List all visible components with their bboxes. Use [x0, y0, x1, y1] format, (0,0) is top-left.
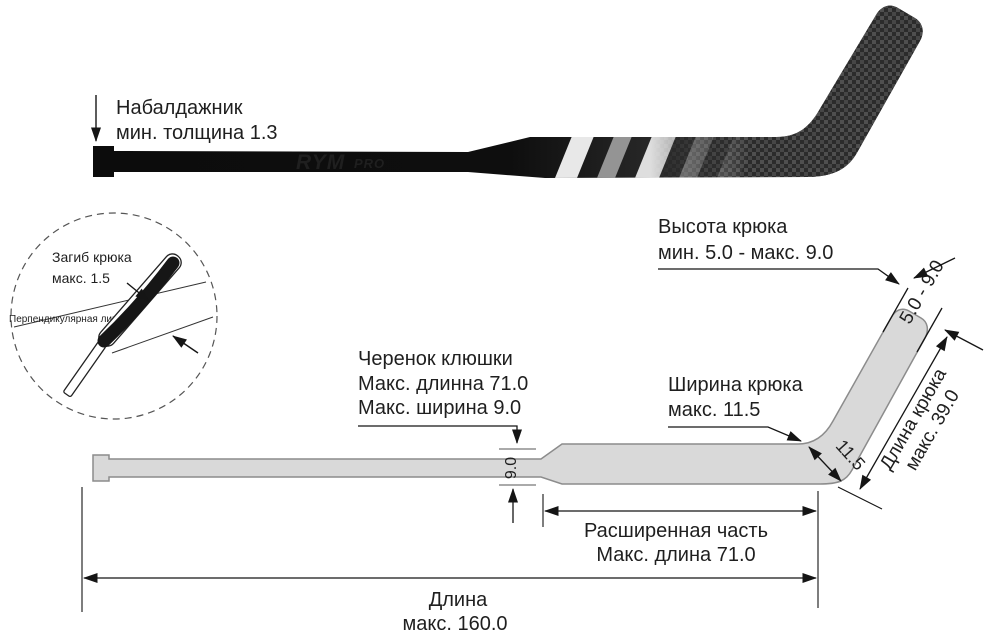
knob-annotation: Набалдажник мин. толщина 1.3: [91, 95, 278, 144]
inset-arrow-lower: [172, 335, 199, 354]
inset-perpendicular-label: Перпендикулярная линия: [9, 314, 129, 325]
blade-width-label-line2: макс. 11.5: [668, 399, 760, 421]
brand-logo: RYM: [296, 151, 345, 174]
blade-height-range: 5.0 - 9.0: [896, 257, 949, 328]
shaft-width-value: 9.0: [503, 457, 520, 479]
inset-label-line2: макс. 1.5: [52, 270, 110, 286]
shaft-label-line2: Макс. длинна 71.0: [358, 373, 528, 395]
knob-label-line1: Набалдажник: [116, 97, 243, 119]
inset-label-line1: Загиб крюка: [52, 249, 132, 265]
carbon-blade-texture: [650, 5, 923, 179]
perpendicular-line-lower: [111, 316, 214, 354]
blade-length-dimension: [859, 336, 948, 490]
shaft-label-line1: Черенок клюшки: [358, 348, 513, 370]
total-length-label-line2: макс. 160.0: [402, 613, 507, 634]
blade-height-arrow-top: [913, 257, 956, 279]
widened-label-line1: Расширенная часть: [584, 520, 768, 542]
blade-height-label-line1: Высота крюка: [658, 216, 788, 238]
schematic-stick-outline: [92, 308, 929, 485]
shaft-label-line3: Макс. ширина 9.0: [358, 397, 521, 419]
inset-dashed-circle: [10, 212, 218, 420]
shaft-leader: [358, 425, 522, 444]
shaft-annotation: Черенок клюшки Макс. длинна 71.0 Макс. ш…: [358, 348, 536, 523]
brand-logo-suffix: PRO: [354, 156, 385, 171]
blade-width-annotation: Ширина крюка макс. 11.5 11.5: [668, 374, 869, 482]
blade-curve-inset: Загиб крюка макс. 1.5 Перпендикулярная л…: [9, 212, 218, 420]
inset-arrow-upper: [126, 282, 150, 302]
blade-width-label-line1: Ширина крюка: [668, 374, 804, 396]
total-length-annotation: Длина макс. 160.0: [81, 487, 817, 634]
blade-width-dimension: [808, 446, 842, 482]
widened-label-line2: Макс. длина 71.0: [596, 544, 755, 566]
knob-label-line2: мин. толщина 1.3: [116, 122, 278, 144]
perpendicular-line-upper: [13, 281, 207, 328]
widened-part-annotation: Расширенная часть Макс. длина 71.0: [542, 491, 819, 608]
blade-length-extension: [837, 486, 883, 510]
blade-height-tick-inner: [882, 287, 909, 333]
blade-height-arrow-bottom: [944, 329, 984, 351]
blade-height-leader: [658, 268, 900, 285]
blade-height-annotation: Высота крюка мин. 5.0 - макс. 9.0 5.0 - …: [658, 216, 984, 353]
total-length-label-line1: Длина: [429, 589, 488, 611]
blade-width-leader: [668, 426, 802, 442]
blade-height-label-line2: мин. 5.0 - макс. 9.0: [658, 242, 833, 264]
inset-curved-band: [97, 256, 180, 348]
